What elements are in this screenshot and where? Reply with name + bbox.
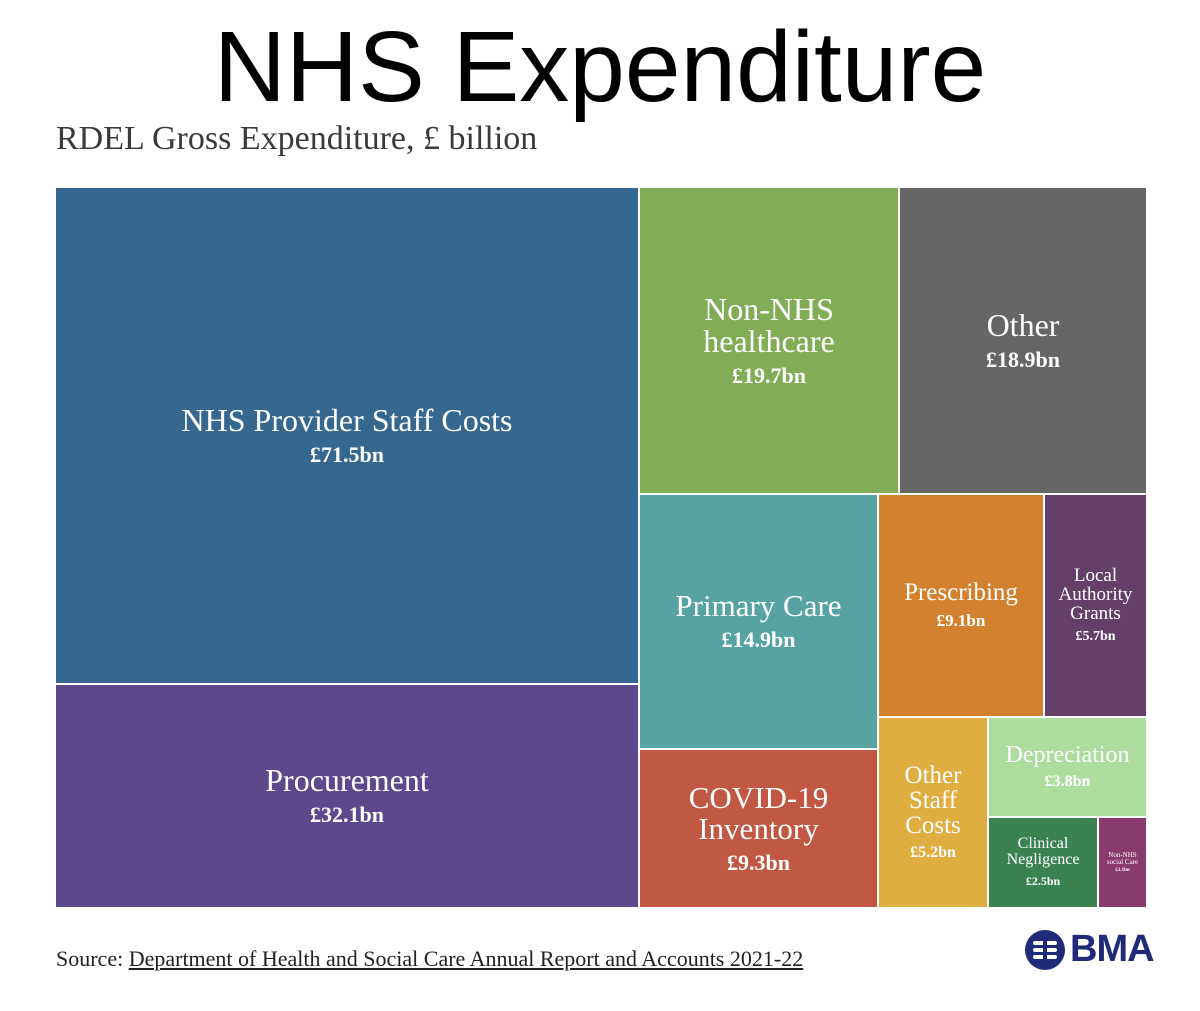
treemap-tile-other: Other £18.9bn — [899, 187, 1147, 494]
tile-value: £9.1bn — [936, 611, 986, 630]
treemap-tile-prescribing: Prescribing £9.1bn — [878, 494, 1044, 717]
tile-label: Procurement — [265, 762, 429, 798]
tile-value: £19.7bn — [732, 362, 806, 388]
tile-label: Clinical Negligence — [1006, 835, 1080, 868]
treemap-tile-clinical-negligence: Clinical Negligence £2.5bn — [988, 817, 1098, 908]
treemap-tile-non-nhs-social-care: Non-NHS social Care £1.1bn — [1098, 817, 1147, 908]
tile-value: £2.5bn — [1025, 874, 1061, 888]
tile-label: Local Authority Grants — [1058, 565, 1133, 624]
tile-label: COVID-19 Inventory — [688, 779, 829, 846]
tile-value: £5.2bn — [910, 844, 956, 861]
tile-value: £18.9bn — [986, 346, 1060, 372]
tile-value: £71.5bn — [310, 441, 384, 467]
source-link[interactable]: Department of Health and Social Care Ann… — [128, 946, 804, 971]
tile-label: NHS Provider Staff Costs — [181, 401, 513, 438]
treemap-tile-covid-19-inventory: COVID-19 Inventory £9.3bn — [639, 749, 878, 908]
tile-label: Primary Care — [675, 588, 842, 623]
tile-value: £1.1bn — [1115, 868, 1130, 873]
treemap-chart: NHS Provider Staff Costs £71.5bn Procureme… — [55, 187, 1147, 908]
treemap-tile-non-nhs-healthcare: Non-NHS healthcare £19.7bn — [639, 187, 899, 494]
tile-value: £14.9bn — [721, 627, 796, 652]
tile-label: Other — [986, 306, 1060, 343]
treemap-tile-local-authority-grants: Local Authority Grants £5.7bn — [1044, 494, 1147, 717]
treemap-tile-depreciation: Depreciation £3.8bn — [988, 717, 1147, 817]
treemap-tile-procurement: Procurement £32.1bn — [55, 684, 639, 908]
bma-logo: BMA — [1024, 928, 1155, 971]
bma-logo-text: BMA — [1070, 928, 1155, 970]
tile-value: £3.8bn — [1044, 773, 1091, 790]
treemap-tile-primary-care: Primary Care £14.9bn — [639, 494, 878, 749]
tile-label: Prescribing — [904, 579, 1018, 606]
tile-label: Depreciation — [1005, 742, 1130, 768]
tile-label: Non-NHS social Care — [1106, 851, 1139, 866]
chart-subtitle: RDEL Gross Expenditure, £ billion — [56, 120, 538, 157]
chart-title: NHS Expenditure — [213, 11, 987, 123]
tile-value: £5.7bn — [1075, 629, 1116, 644]
treemap-tile-nhs-provider-staff-costs: NHS Provider Staff Costs £71.5bn — [55, 187, 639, 684]
tile-label: Non-NHS healthcare — [703, 290, 835, 359]
bma-logo-icon — [1025, 929, 1065, 970]
treemap-tile-other-staff-costs: Other Staff Costs £5.2bn — [878, 717, 988, 908]
tile-value: £32.1bn — [310, 802, 384, 827]
source-prefix: Source: — [56, 946, 129, 971]
source-note: Source: Department of Health and Social … — [56, 946, 803, 972]
tile-value: £9.3bn — [727, 849, 790, 875]
tile-label: Other Staff Costs — [904, 762, 962, 839]
